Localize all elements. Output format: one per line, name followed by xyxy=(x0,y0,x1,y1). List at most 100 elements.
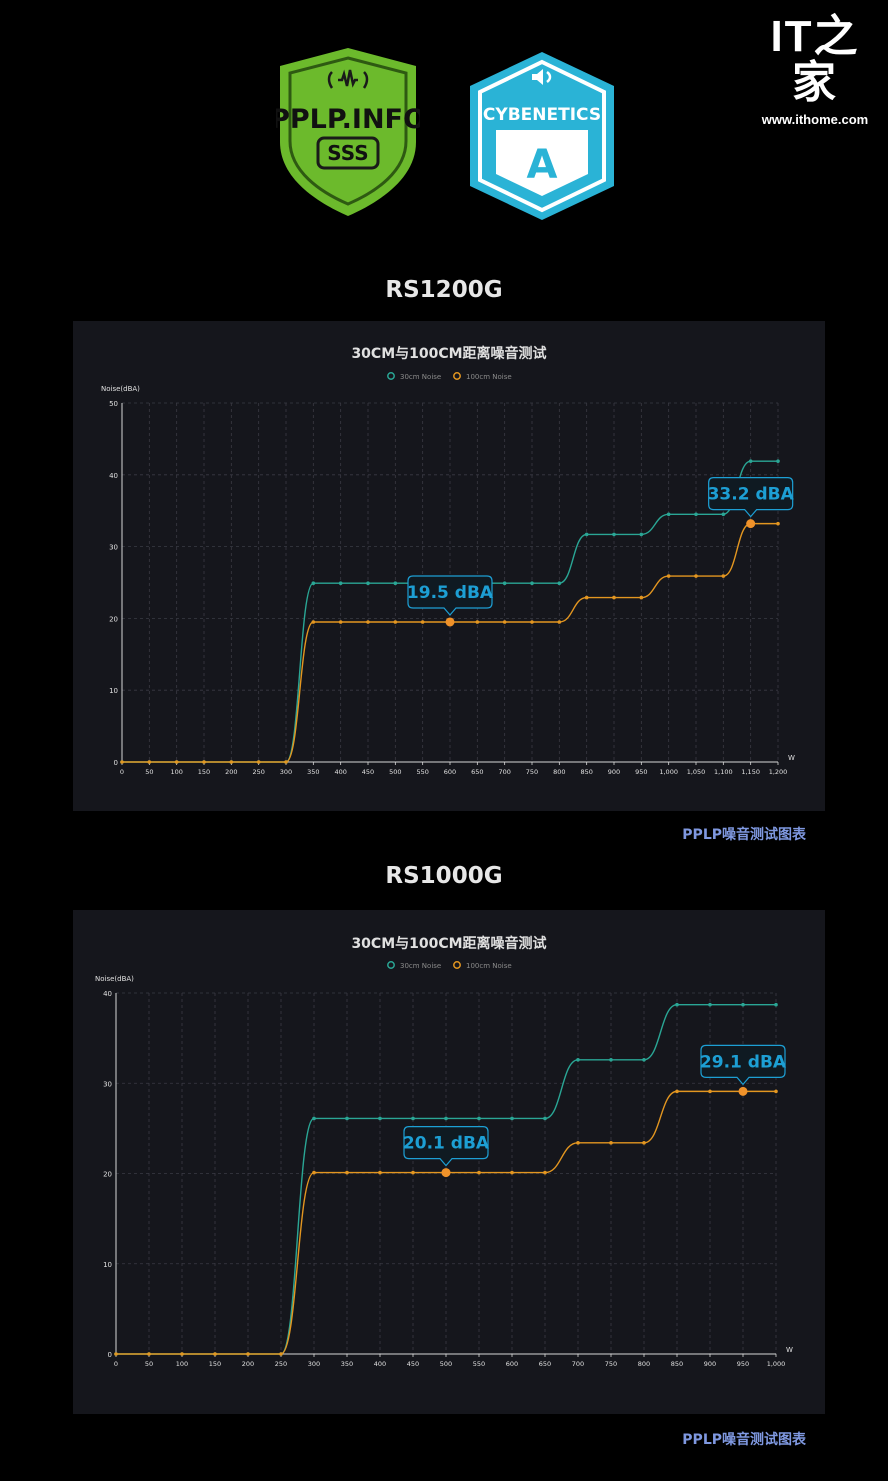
x-tick-label: 450 xyxy=(407,1360,419,1368)
data-point-100cm xyxy=(475,620,480,624)
pplp-shield-icon: PPLP.INFO SSS xyxy=(276,48,420,216)
x-tick-label: 350 xyxy=(307,768,319,776)
x-tick-label: 800 xyxy=(638,1360,650,1368)
data-point-30cm xyxy=(748,459,753,463)
x-tick-label: 600 xyxy=(506,1360,518,1368)
x-tick-label: 1,150 xyxy=(741,768,760,776)
pplp-text: PPLP.INFO xyxy=(276,104,420,135)
data-point-30cm xyxy=(642,1057,646,1062)
data-point-30cm xyxy=(366,581,370,586)
chart-title: 30CM与100CM距离噪音测试 xyxy=(351,345,546,362)
data-point-30cm xyxy=(338,581,343,586)
x-tick-label: 300 xyxy=(308,1360,320,1368)
data-point-100cm xyxy=(609,1141,613,1145)
chart-title: 30CM与100CM距离噪音测试 xyxy=(351,935,546,952)
callout-box xyxy=(403,1125,489,1167)
data-point-30cm xyxy=(708,1002,712,1007)
x-tick-label: 350 xyxy=(341,1360,353,1368)
series-line-100cm xyxy=(116,1090,776,1355)
y-tick-label: 40 xyxy=(109,472,118,480)
data-point-100cm xyxy=(311,620,316,624)
x-tick-label: 650 xyxy=(471,768,483,776)
highlight-point xyxy=(441,1168,451,1178)
chart-panel-rs1000g: 30CM与100CM距离噪音测试 30cm Noise 100cm Noise Noi… xyxy=(73,910,825,1414)
data-point-30cm xyxy=(311,581,316,586)
data-point-30cm xyxy=(584,532,589,537)
data-point-100cm xyxy=(279,1352,283,1356)
x-tick-label: 850 xyxy=(580,768,592,776)
legend-label-1: 100cm Noise xyxy=(466,373,512,381)
data-point-100cm xyxy=(338,620,343,624)
data-point-30cm xyxy=(312,1116,316,1121)
data-point-30cm xyxy=(345,1116,349,1121)
x-tick-label: 200 xyxy=(225,768,237,776)
x-tick-label: 950 xyxy=(635,768,647,776)
data-point-30cm xyxy=(612,532,616,537)
x-tick-label: 1,050 xyxy=(687,768,706,776)
y-axis-label: Noise(dBA) xyxy=(95,975,134,983)
x-tick-label: 200 xyxy=(242,1360,254,1368)
data-point-100cm xyxy=(776,521,780,526)
data-point-30cm xyxy=(411,1116,415,1121)
data-point-100cm xyxy=(694,574,698,578)
cybenetics-text: CYBENETICS xyxy=(483,105,601,125)
legend-marker-0 xyxy=(387,372,395,380)
data-point-30cm xyxy=(675,1002,679,1007)
x-tick-label: 250 xyxy=(252,768,264,776)
data-point-100cm xyxy=(213,1352,217,1356)
ithome-logo: IT之家 xyxy=(770,12,860,107)
data-point-100cm xyxy=(675,1089,679,1094)
x-tick-label: 500 xyxy=(389,768,401,776)
x-tick-label: 650 xyxy=(539,1360,551,1368)
x-tick-label: 900 xyxy=(608,768,620,776)
x-tick-label: 850 xyxy=(671,1360,683,1368)
data-point-100cm xyxy=(642,1141,646,1145)
data-point-100cm xyxy=(345,1170,349,1175)
data-point-30cm xyxy=(444,1116,448,1121)
data-point-100cm xyxy=(411,1170,415,1175)
data-point-100cm xyxy=(393,620,398,624)
data-point-30cm xyxy=(393,581,398,586)
certification-badges: PPLP.INFO SSS CYBENETICS A xyxy=(0,40,888,230)
highlight-point xyxy=(746,519,756,529)
y-tick-label: 0 xyxy=(108,1351,112,1359)
data-point-100cm xyxy=(502,620,507,624)
data-point-100cm xyxy=(557,620,562,624)
x-tick-label: 550 xyxy=(473,1360,485,1368)
x-tick-label: 750 xyxy=(605,1360,617,1368)
y-tick-label: 0 xyxy=(114,759,118,767)
data-point-30cm xyxy=(721,512,726,517)
x-tick-label: 1,100 xyxy=(714,768,733,776)
data-point-30cm xyxy=(666,512,671,517)
data-point-100cm xyxy=(114,1352,118,1356)
data-point-100cm xyxy=(174,760,179,764)
y-tick-label: 50 xyxy=(109,400,118,408)
data-point-30cm xyxy=(557,581,562,586)
x-tick-label: 600 xyxy=(444,768,456,776)
data-point-30cm xyxy=(502,581,507,586)
x-tick-label: 400 xyxy=(334,768,346,776)
data-point-100cm xyxy=(477,1170,481,1175)
data-point-30cm xyxy=(543,1116,547,1121)
data-point-100cm xyxy=(256,760,261,764)
pplp-grade: SSS xyxy=(327,141,368,165)
data-point-100cm xyxy=(366,620,370,624)
section-title-rs1000g: RS1000G xyxy=(385,863,503,889)
data-point-30cm xyxy=(694,512,698,517)
data-point-100cm xyxy=(120,760,124,764)
data-point-100cm xyxy=(576,1141,580,1145)
y-tick-label: 20 xyxy=(109,615,118,623)
callout-label: 29.1 dBA xyxy=(700,1052,787,1072)
cybenetics-badge-icon: CYBENETICS A xyxy=(470,52,614,220)
highlight-point xyxy=(738,1086,748,1096)
x-tick-label: 550 xyxy=(416,768,428,776)
section-title-rs1200g: RS1200G xyxy=(385,277,503,303)
callout-box xyxy=(407,575,493,616)
data-point-30cm xyxy=(576,1057,580,1062)
data-point-30cm xyxy=(378,1116,382,1121)
data-point-100cm xyxy=(721,574,726,578)
data-point-100cm xyxy=(202,760,206,764)
noise-chart-rs1200g: 30CM与100CM距离噪音测试 30cm Noise 100cm Noise Noi… xyxy=(101,345,795,776)
x-tick-label: 100 xyxy=(170,768,182,776)
data-point-30cm xyxy=(510,1116,514,1121)
